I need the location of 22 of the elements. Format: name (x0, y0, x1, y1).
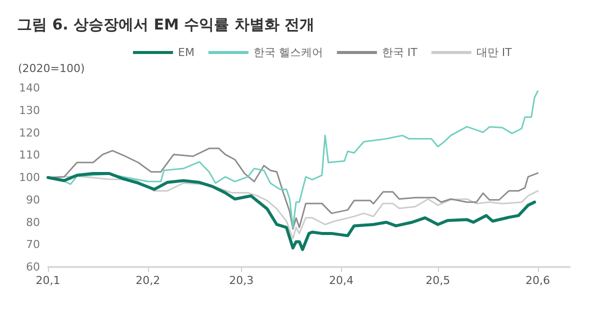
legend-label: 한국 헬스케어 (253, 46, 323, 59)
legend-label: 한국 IT (382, 46, 418, 59)
chart-title: 그림 6. 상승장에서 EM 수익률 차별화 전개 (17, 16, 315, 34)
x-tick-label: 20,3 (229, 274, 254, 287)
line-series (46, 172, 536, 252)
y-tick-label: 140 (19, 82, 40, 94)
y-tick-label: 80 (26, 216, 40, 229)
legend-label: 대만 IT (476, 46, 512, 59)
x-tick-label: 20,1 (36, 274, 60, 287)
x-tick-label: 20,2 (136, 274, 160, 287)
y-tick-label: 110 (19, 148, 40, 162)
y-tick-label: 90 (26, 193, 40, 206)
y-axis-title: (2020=100) (18, 62, 85, 75)
x-tick-label: 20,6 (526, 274, 550, 287)
y-tick-label: 100 (19, 171, 40, 184)
x-tick-label: 20,4 (328, 274, 354, 287)
y-tick-label: 70 (26, 238, 40, 252)
y-tick-label: 130 (19, 104, 40, 117)
legend-label: EM (178, 46, 194, 59)
x-tick-label: 20,5 (426, 274, 450, 287)
y-tick-label: 120 (19, 126, 40, 140)
y-tick-label: 60 (26, 260, 40, 274)
